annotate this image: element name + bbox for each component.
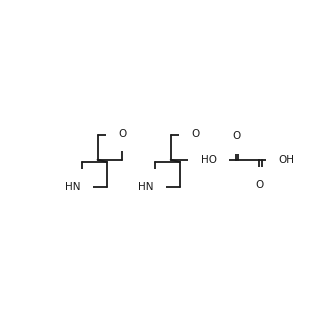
Text: HN: HN <box>138 182 154 192</box>
Text: O: O <box>232 131 240 141</box>
Text: HN: HN <box>65 182 81 192</box>
Text: HO: HO <box>201 155 217 165</box>
Text: O: O <box>191 129 199 139</box>
Text: OH: OH <box>279 155 294 165</box>
Text: O: O <box>255 180 263 190</box>
Text: O: O <box>118 129 126 139</box>
